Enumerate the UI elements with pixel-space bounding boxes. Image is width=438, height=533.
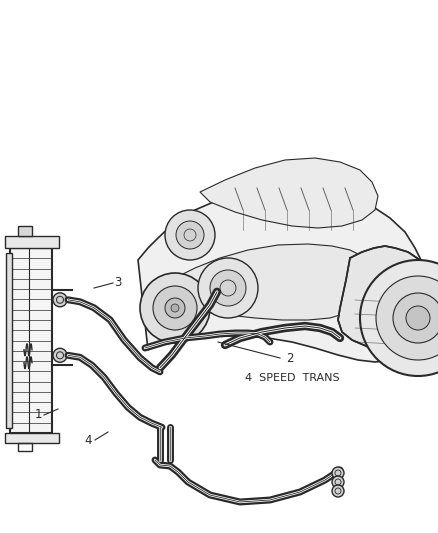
Text: 4: 4 [84,433,92,447]
Circle shape [332,467,344,479]
Polygon shape [168,244,375,320]
Circle shape [176,221,204,249]
Text: 1: 1 [34,408,42,422]
Polygon shape [338,246,436,358]
Circle shape [210,270,246,306]
Circle shape [53,348,67,362]
Bar [18,226,32,236]
Text: 4  SPEED  TRANS: 4 SPEED TRANS [245,373,339,383]
Circle shape [140,273,210,343]
Polygon shape [200,158,378,228]
Circle shape [332,476,344,488]
Circle shape [165,298,185,318]
Circle shape [153,286,197,330]
Bar [10,248,52,433]
Bar [6,253,12,428]
Circle shape [376,276,438,360]
Circle shape [393,293,438,343]
Text: 2: 2 [286,351,294,365]
Polygon shape [138,186,432,362]
Circle shape [165,210,215,260]
Circle shape [406,306,430,330]
Circle shape [332,485,344,497]
Bar [5,433,59,443]
Circle shape [198,258,258,318]
Circle shape [53,293,67,307]
Text: 3: 3 [114,277,122,289]
Circle shape [171,304,179,312]
Bar [5,236,59,248]
Circle shape [360,260,438,376]
Bar [18,443,32,451]
